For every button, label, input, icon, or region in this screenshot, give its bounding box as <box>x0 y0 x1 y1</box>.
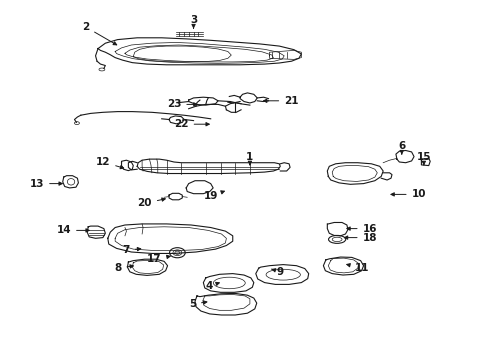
Text: 19: 19 <box>204 191 224 201</box>
Text: 7: 7 <box>122 245 141 255</box>
Text: 18: 18 <box>344 233 377 243</box>
Text: 13: 13 <box>29 179 62 189</box>
Text: 10: 10 <box>391 189 426 199</box>
Text: 2: 2 <box>82 22 117 45</box>
Text: 12: 12 <box>96 157 123 169</box>
Text: 8: 8 <box>114 263 133 273</box>
Text: 5: 5 <box>189 299 207 309</box>
Text: 15: 15 <box>416 152 431 165</box>
Text: 16: 16 <box>347 224 377 234</box>
Text: 20: 20 <box>137 198 165 208</box>
Text: 4: 4 <box>206 281 220 291</box>
Text: 11: 11 <box>347 263 370 273</box>
Text: 21: 21 <box>264 96 299 106</box>
Text: 14: 14 <box>56 225 89 235</box>
Text: 9: 9 <box>271 267 284 277</box>
Text: 22: 22 <box>174 119 209 129</box>
Text: 3: 3 <box>190 15 197 28</box>
Text: 23: 23 <box>167 99 197 109</box>
Text: 1: 1 <box>246 152 253 165</box>
Text: 17: 17 <box>147 254 170 264</box>
Text: 6: 6 <box>398 141 405 154</box>
